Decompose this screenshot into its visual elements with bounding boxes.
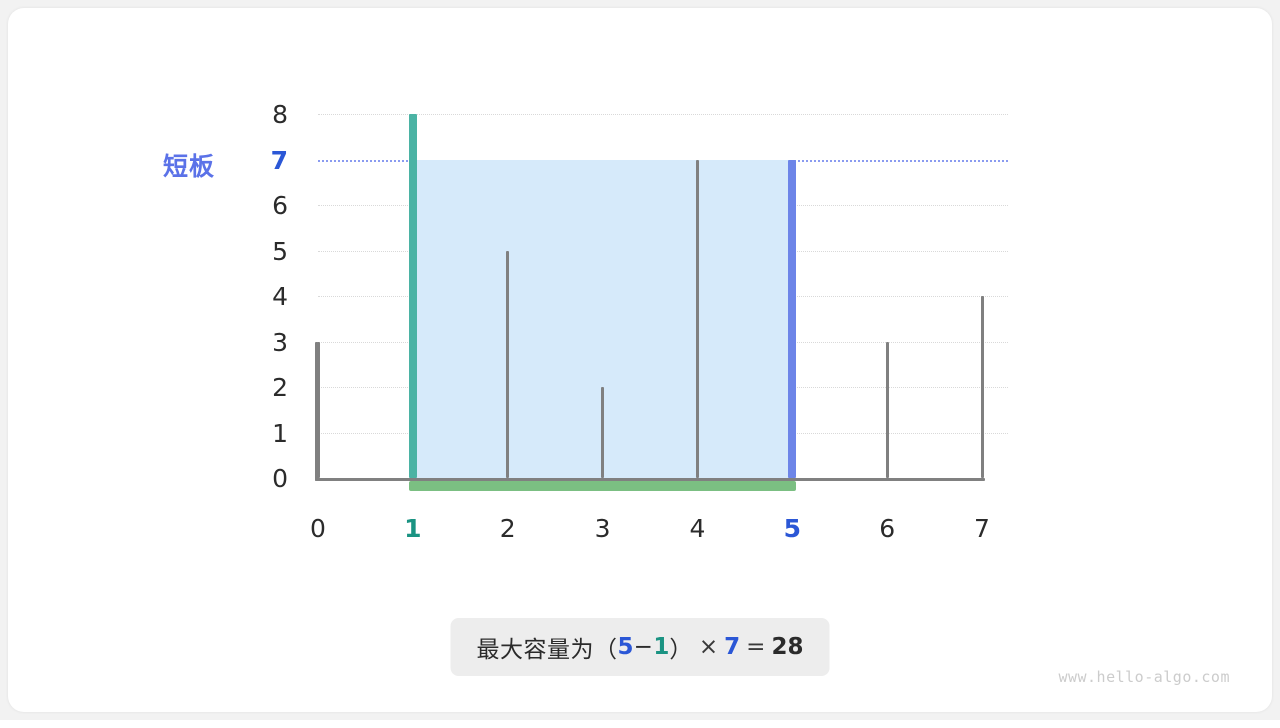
x-tick-0: 0 [310, 514, 326, 543]
y-tick-6: 6 [272, 191, 288, 220]
bar-0 [316, 341, 320, 478]
bar-7 [980, 296, 984, 478]
caption-right-index: 5 [617, 634, 634, 660]
y-tick-1: 1 [272, 418, 288, 448]
x-axis-line [315, 478, 985, 481]
y-axis-line [315, 341, 318, 481]
plot-area [315, 114, 1008, 491]
y-axis-tick-labels: 0 1 2 3 4 5 6 7 8 [243, 8, 288, 728]
y-tick-8: 8 [272, 100, 288, 129]
y-tick-5: 5 [272, 236, 288, 266]
x-tick-2: 2 [499, 514, 516, 543]
y-tick-7: 7 [270, 145, 288, 175]
x-tick-7: 7 [974, 514, 990, 543]
bar-3 [601, 387, 605, 478]
x-tick-6: 6 [879, 514, 896, 543]
bar-5 [788, 159, 797, 478]
caption-minus: − [633, 634, 654, 660]
x-tick-3: 3 [594, 514, 611, 543]
short-board-annotation: 短板 [163, 152, 216, 181]
gridline-8 [318, 114, 1008, 115]
y-tick-4: 4 [272, 282, 288, 311]
x-axis-tick-labels: 0 1 2 3 4 5 6 7 [310, 514, 1018, 556]
bar-6 [885, 341, 889, 478]
caption-times: × [698, 634, 719, 660]
y-tick-3: 3 [272, 327, 288, 357]
watermark-url: www.hello-algo.com [1058, 668, 1230, 686]
x-tick-4: 4 [689, 514, 706, 543]
container-base-bar [408, 481, 797, 491]
bar-4 [695, 159, 699, 478]
caption-box: 最大容量为（ 5 − 1 ） × 7 = 28 [450, 618, 830, 676]
y-tick-0: 0 [272, 464, 288, 493]
caption-close-paren: ） [669, 637, 693, 663]
y-tick-2: 2 [272, 373, 288, 402]
x-tick-1: 1 [404, 514, 422, 543]
caption-equals: = [746, 634, 766, 660]
bar-2 [506, 250, 510, 478]
caption-prefix: 最大容量为（ [476, 637, 618, 663]
x-tick-5: 5 [783, 514, 801, 543]
figure-card: 短板 0 1 2 3 4 5 6 7 8 0 1 2 3 4 5 6 7 最大容量为（ 5 − 1 ） × 7… [8, 8, 1272, 712]
caption-result: 28 [771, 634, 804, 660]
caption-height: 7 [724, 634, 741, 660]
bar-1 [408, 114, 417, 478]
caption-left-index: 1 [653, 634, 670, 660]
